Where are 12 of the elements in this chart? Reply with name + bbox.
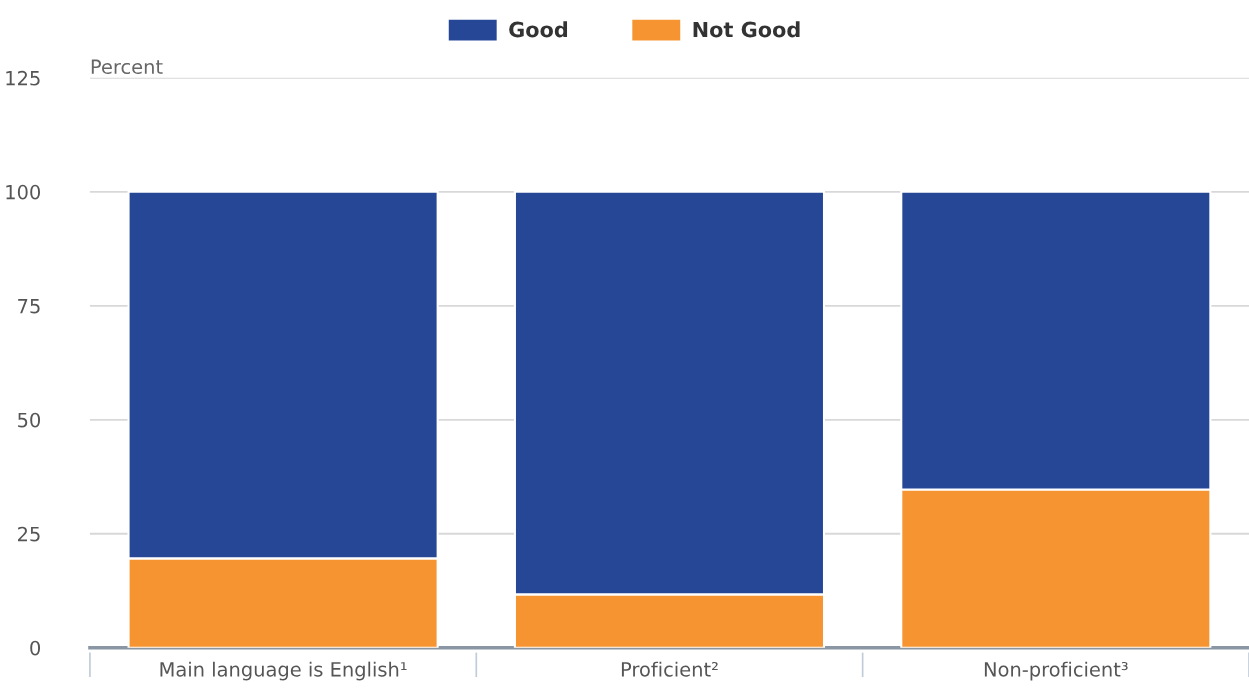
y-tick-label: 25	[18, 526, 40, 542]
x-tick-label: Non-proficient³	[984, 661, 1128, 681]
x-tick-label: Main language is English¹	[160, 661, 407, 681]
y-tick-label: 50	[18, 412, 41, 428]
legend-label: Good	[509, 21, 568, 38]
y-axis-title: Percent	[91, 59, 163, 75]
y-tick-label: 100	[6, 184, 41, 200]
y-tick-label: 0	[30, 640, 41, 656]
y-tick-label: 75	[18, 299, 40, 314]
y-tick-label: 125	[6, 70, 40, 86]
legend-label: Not Good	[693, 21, 800, 38]
x-tick-label: Proficient²	[621, 661, 718, 677]
